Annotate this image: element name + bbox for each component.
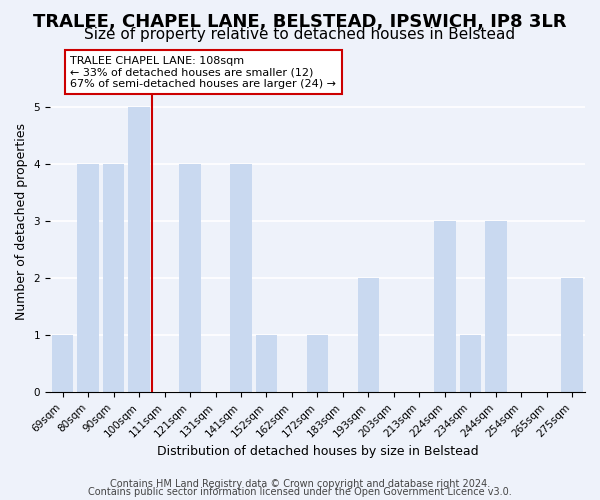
Bar — [358, 278, 379, 392]
Bar — [230, 164, 252, 392]
Bar — [179, 164, 201, 392]
Bar — [52, 336, 73, 392]
Bar — [485, 221, 506, 392]
Bar — [307, 336, 328, 392]
Bar — [562, 278, 583, 392]
Bar — [128, 107, 150, 393]
Text: Size of property relative to detached houses in Belstead: Size of property relative to detached ho… — [85, 28, 515, 42]
Y-axis label: Number of detached properties: Number of detached properties — [15, 122, 28, 320]
Bar — [77, 164, 99, 392]
X-axis label: Distribution of detached houses by size in Belstead: Distribution of detached houses by size … — [157, 444, 478, 458]
Text: TRALEE, CHAPEL LANE, BELSTEAD, IPSWICH, IP8 3LR: TRALEE, CHAPEL LANE, BELSTEAD, IPSWICH, … — [33, 12, 567, 30]
Bar — [434, 221, 455, 392]
Bar — [103, 164, 124, 392]
Text: Contains HM Land Registry data © Crown copyright and database right 2024.: Contains HM Land Registry data © Crown c… — [110, 479, 490, 489]
Text: Contains public sector information licensed under the Open Government Licence v3: Contains public sector information licen… — [88, 487, 512, 497]
Bar — [256, 336, 277, 392]
Bar — [460, 336, 481, 392]
Text: TRALEE CHAPEL LANE: 108sqm
← 33% of detached houses are smaller (12)
67% of semi: TRALEE CHAPEL LANE: 108sqm ← 33% of deta… — [70, 56, 336, 89]
